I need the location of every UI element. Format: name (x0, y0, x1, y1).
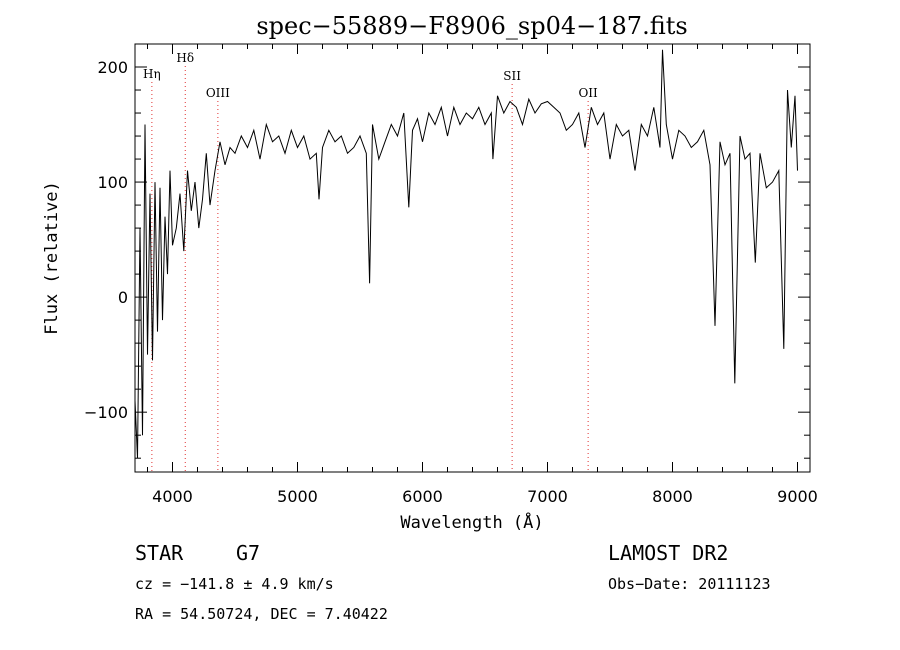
object-subclass: G7 (236, 541, 260, 565)
x-tick-label: 8000 (652, 487, 693, 506)
spectrum-line (134, 49, 798, 459)
y-axis-label: Flux (relative) (42, 181, 62, 335)
plot-frame (134, 43, 811, 473)
spectral-line-label: Hδ (176, 51, 194, 65)
x-tick-label: 5000 (277, 487, 318, 506)
x-tick-label: 4000 (152, 487, 193, 506)
spectral-line-label: OIII (206, 86, 230, 100)
x-tick-label: 6000 (402, 487, 443, 506)
ra-dec-coordinates: RA = 54.50724, DEC = 7.40422 (135, 605, 388, 623)
y-tick-label: 200 (97, 58, 128, 77)
observation-date: Obs−Date: 20111123 (608, 575, 771, 593)
spectral-line-label: Hη (143, 67, 161, 81)
x-tick-label: 9000 (777, 487, 818, 506)
spectral-line-markers: Hη Hδ OIII SII OII (143, 51, 598, 472)
y-tick-label: 0 (118, 288, 128, 307)
axis-ticks (135, 43, 810, 472)
x-tick-labels: 4000 5000 6000 7000 8000 9000 (152, 487, 818, 506)
x-tick-label: 7000 (527, 487, 568, 506)
survey-name: LAMOST DR2 (608, 541, 728, 565)
y-tick-label: −100 (84, 403, 128, 422)
object-type: STAR (135, 541, 184, 565)
chart-title: spec−55889−F8906_sp04−187.fits (256, 12, 687, 40)
redshift-velocity: cz = −141.8 ± 4.9 km/s (135, 575, 334, 593)
spectral-line-label: OII (578, 86, 598, 100)
spectral-line-label: SII (503, 69, 521, 83)
y-tick-label: 100 (97, 173, 128, 192)
x-axis-label: Wavelength (Å) (400, 511, 543, 533)
y-tick-labels: −100 0 100 200 (84, 58, 128, 422)
